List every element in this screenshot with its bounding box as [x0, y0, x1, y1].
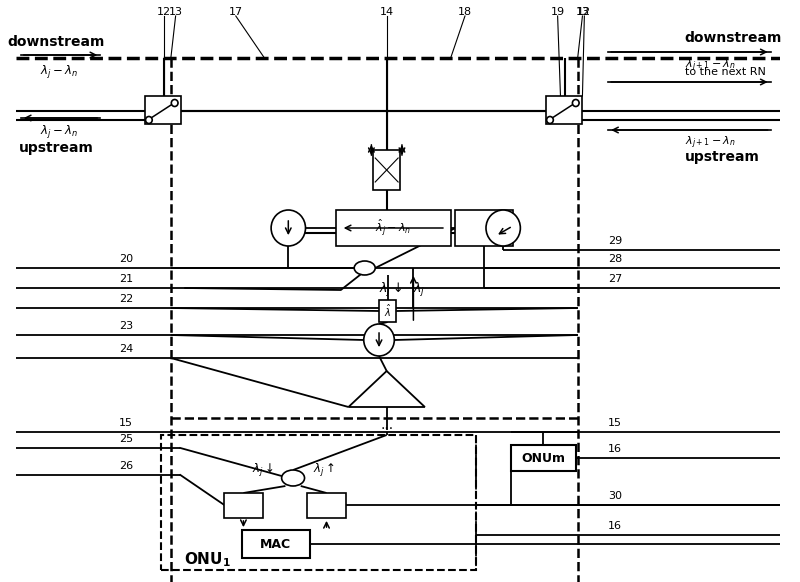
Bar — [242, 530, 310, 558]
Text: downstream: downstream — [7, 35, 105, 49]
Text: 12: 12 — [157, 7, 171, 17]
Bar — [307, 493, 346, 518]
Text: $\lambda_j\uparrow$: $\lambda_j\uparrow$ — [313, 462, 334, 478]
Text: upstream: upstream — [685, 150, 759, 164]
Text: to the next RN: to the next RN — [685, 67, 766, 77]
Text: 27: 27 — [608, 274, 622, 284]
Text: $\lambda_j\downarrow$: $\lambda_j\downarrow$ — [252, 462, 274, 478]
Polygon shape — [349, 371, 425, 407]
Text: 25: 25 — [119, 434, 133, 444]
Circle shape — [364, 324, 394, 356]
Text: ...: ... — [380, 418, 394, 432]
Bar — [546, 96, 582, 124]
Text: 13: 13 — [169, 7, 182, 17]
Bar — [374, 150, 400, 190]
Bar — [162, 435, 477, 570]
Text: 17: 17 — [229, 7, 243, 17]
Text: 24: 24 — [119, 344, 133, 354]
Text: 16: 16 — [608, 521, 622, 531]
Text: $\lambda_{j+1} - \lambda_n$: $\lambda_{j+1} - \lambda_n$ — [685, 135, 735, 151]
Bar — [511, 445, 576, 471]
Text: 12: 12 — [578, 7, 591, 17]
Text: 22: 22 — [119, 294, 133, 304]
Text: $\lambda_j - \lambda_n$: $\lambda_j - \lambda_n$ — [40, 123, 78, 140]
Text: 21: 21 — [119, 274, 133, 284]
Bar — [455, 210, 513, 246]
Circle shape — [573, 100, 579, 107]
Text: upstream: upstream — [19, 141, 94, 155]
Text: 23: 23 — [119, 321, 133, 331]
Text: 20: 20 — [119, 254, 133, 264]
Text: $\lambda_j - \lambda_n$: $\lambda_j - \lambda_n$ — [40, 63, 78, 80]
Text: $\hat{\lambda}_j - \lambda_n$: $\hat{\lambda}_j - \lambda_n$ — [375, 218, 411, 239]
Text: $\lambda_{j+1} - \lambda_n$: $\lambda_{j+1} - \lambda_n$ — [685, 58, 735, 74]
Text: $\lambda_j$: $\lambda_j$ — [413, 281, 426, 299]
Bar — [224, 493, 262, 518]
Text: $\mathbf{ONU_1}$: $\mathbf{ONU_1}$ — [184, 551, 230, 569]
Text: 15: 15 — [608, 418, 622, 428]
Circle shape — [171, 100, 178, 107]
Text: MAC: MAC — [260, 538, 291, 551]
Text: 30: 30 — [608, 491, 622, 501]
Text: 15: 15 — [119, 418, 133, 428]
Text: 16: 16 — [608, 444, 622, 454]
Circle shape — [146, 116, 152, 123]
Circle shape — [546, 116, 554, 123]
Bar — [336, 210, 450, 246]
Bar — [145, 96, 182, 124]
Bar — [379, 300, 396, 322]
Circle shape — [271, 210, 306, 246]
Text: $\lambda_j\downarrow$: $\lambda_j\downarrow$ — [379, 281, 402, 299]
Text: downstream: downstream — [685, 31, 782, 45]
Ellipse shape — [354, 261, 375, 275]
Text: 29: 29 — [608, 236, 622, 246]
Text: 19: 19 — [550, 7, 565, 17]
Text: 26: 26 — [119, 461, 133, 471]
Circle shape — [486, 210, 520, 246]
Text: 18: 18 — [458, 7, 472, 17]
Text: 13: 13 — [575, 7, 590, 17]
Text: ONUm: ONUm — [522, 452, 566, 464]
Text: $\hat{\lambda}$: $\hat{\lambda}$ — [384, 303, 391, 319]
Ellipse shape — [282, 470, 305, 486]
Text: 28: 28 — [608, 254, 622, 264]
Text: 14: 14 — [380, 7, 394, 17]
